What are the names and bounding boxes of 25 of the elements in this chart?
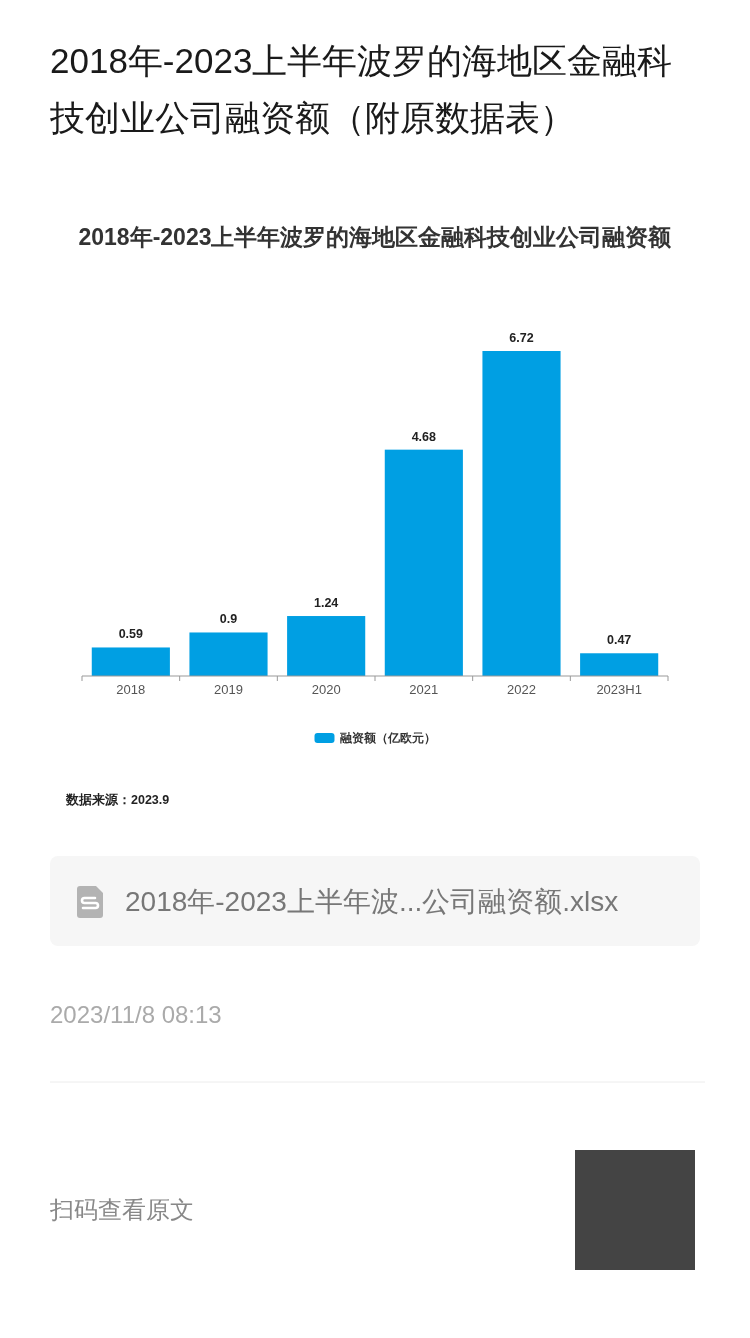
data-label: 0.47 <box>606 633 632 648</box>
bar <box>384 449 463 676</box>
data-label: 6.72 <box>509 331 534 345</box>
chart-title: 2018年-2023上半年波罗的海地区金融科技创业公司融资额（附原数据表） <box>50 40 674 139</box>
x-tick-label: 2018 <box>116 681 146 697</box>
bar <box>287 616 366 676</box>
text: 2018年-2023上半年波...公司融资额.xlsx <box>125 886 619 918</box>
x-tick-label: 2019 <box>214 681 243 697</box>
data-label: 4.68 <box>411 429 437 444</box>
data-label: 0.59 <box>118 627 144 642</box>
x-tick-label: 2020 <box>311 681 341 697</box>
legend-label: 融资额（亿欧元） <box>339 731 436 745</box>
x-tick-label: 2022 <box>507 681 536 697</box>
text: 2023/11/8 08:13 <box>50 1001 222 1029</box>
text: 扫码查看原文 <box>50 1196 194 1224</box>
bar <box>482 351 561 676</box>
source-note: 数据来源：2023.9 <box>65 793 170 807</box>
x-tick-label: 2023H1 <box>596 681 642 697</box>
data-label: 0.9 <box>219 612 238 627</box>
x-tick-label: 2021 <box>409 681 439 697</box>
data-label: 1.24 <box>313 596 339 611</box>
bar <box>189 632 268 676</box>
bar <box>91 647 170 676</box>
chart-subtitle: 2018年-2023上半年波罗的海地区金融科技创业公司融资额 <box>78 224 673 250</box>
bar <box>580 653 659 676</box>
